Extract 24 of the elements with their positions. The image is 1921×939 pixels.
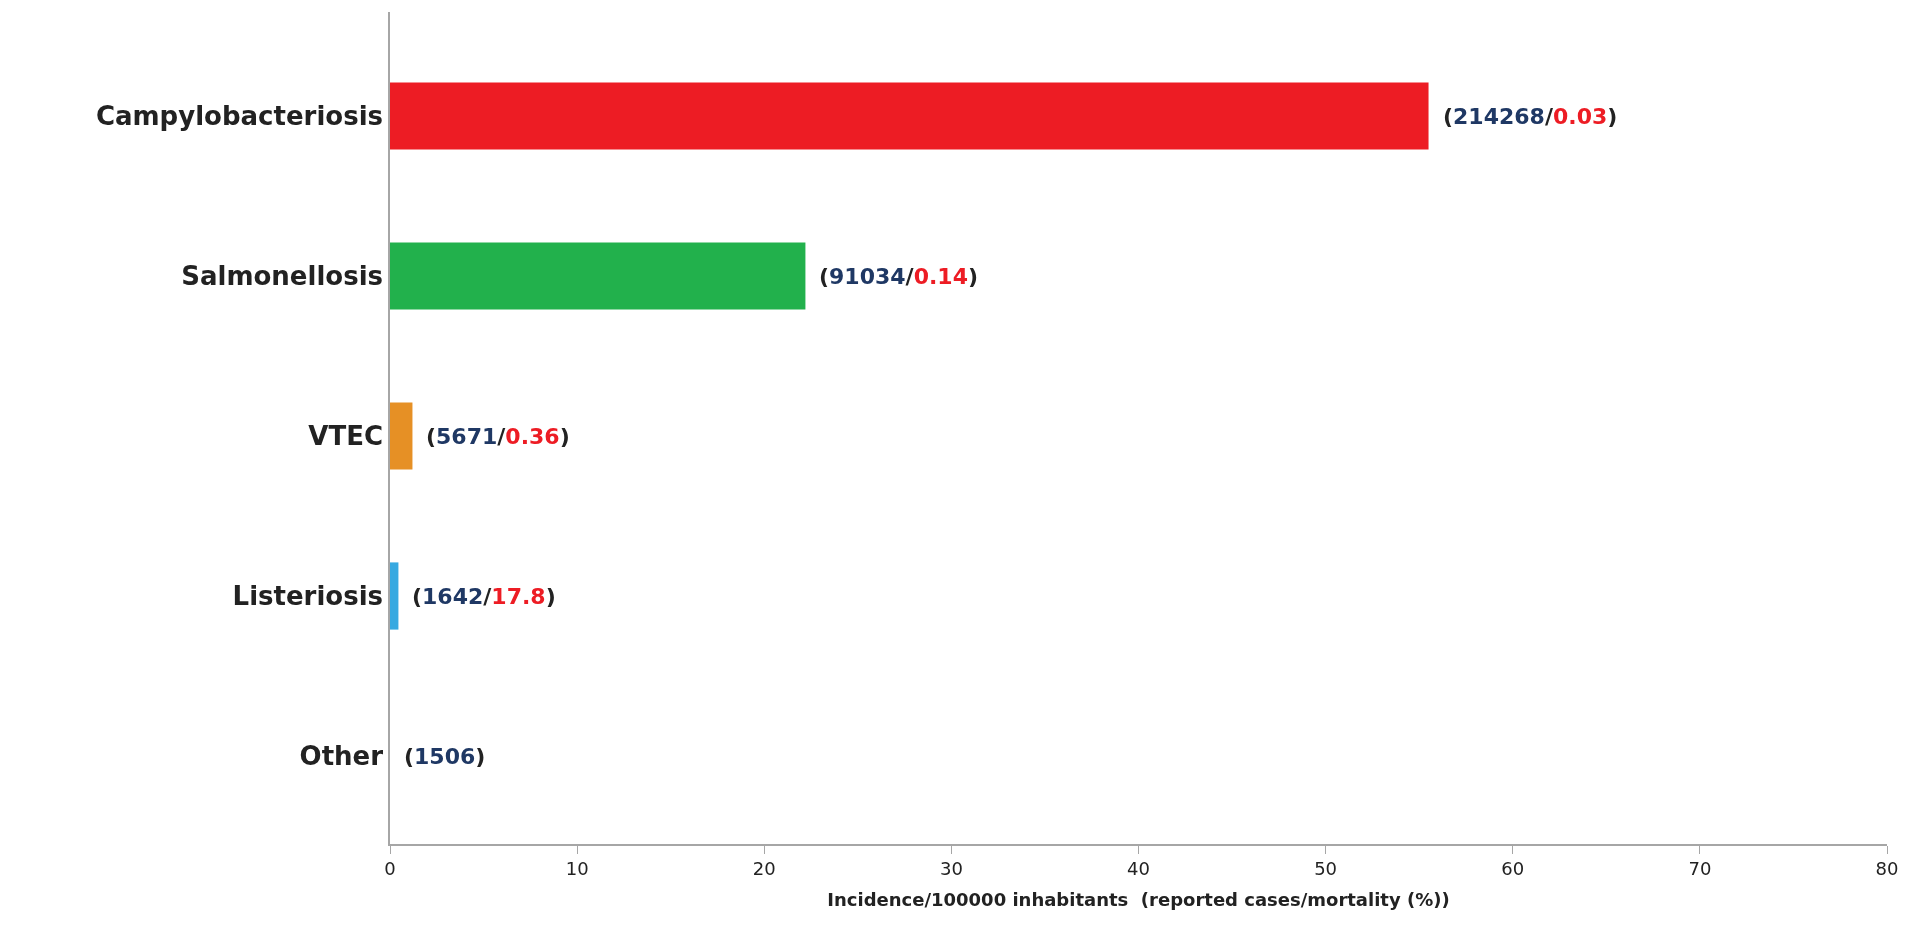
y-tick-label: Campylobacteriosis bbox=[95, 101, 384, 132]
x-tick-label: 40 bbox=[1127, 858, 1150, 880]
annotation: (5671/0.36) bbox=[426, 424, 570, 449]
x-tick-label: 80 bbox=[1875, 858, 1899, 880]
bar bbox=[390, 242, 806, 310]
bar bbox=[390, 402, 413, 470]
bar bbox=[390, 562, 399, 630]
y-tick-label: Salmonellosis bbox=[181, 261, 384, 292]
y-tick-label: VTEC bbox=[308, 421, 384, 452]
x-tick-label: 70 bbox=[1688, 858, 1712, 880]
annotation: (1506) bbox=[404, 744, 486, 769]
x-axis-title: Incidence/100000 inhabitants (reported cases/mortality (%)) bbox=[827, 888, 1450, 910]
bar bbox=[390, 82, 1429, 150]
annotation: (1642/17.8) bbox=[412, 584, 556, 609]
x-tick-label: 0 bbox=[384, 858, 396, 880]
annotation: (91034/0.14) bbox=[819, 264, 978, 289]
annotation: (214268/0.03) bbox=[1443, 104, 1618, 129]
y-tick-label: Listeriosis bbox=[232, 581, 384, 612]
x-tick-label: 30 bbox=[939, 858, 963, 880]
x-tick-label: 20 bbox=[752, 858, 776, 880]
x-tick-label: 60 bbox=[1501, 858, 1525, 880]
x-tick-label: 10 bbox=[565, 858, 589, 880]
x-tick-label: 50 bbox=[1314, 858, 1338, 880]
y-tick-label: Other bbox=[299, 741, 384, 772]
